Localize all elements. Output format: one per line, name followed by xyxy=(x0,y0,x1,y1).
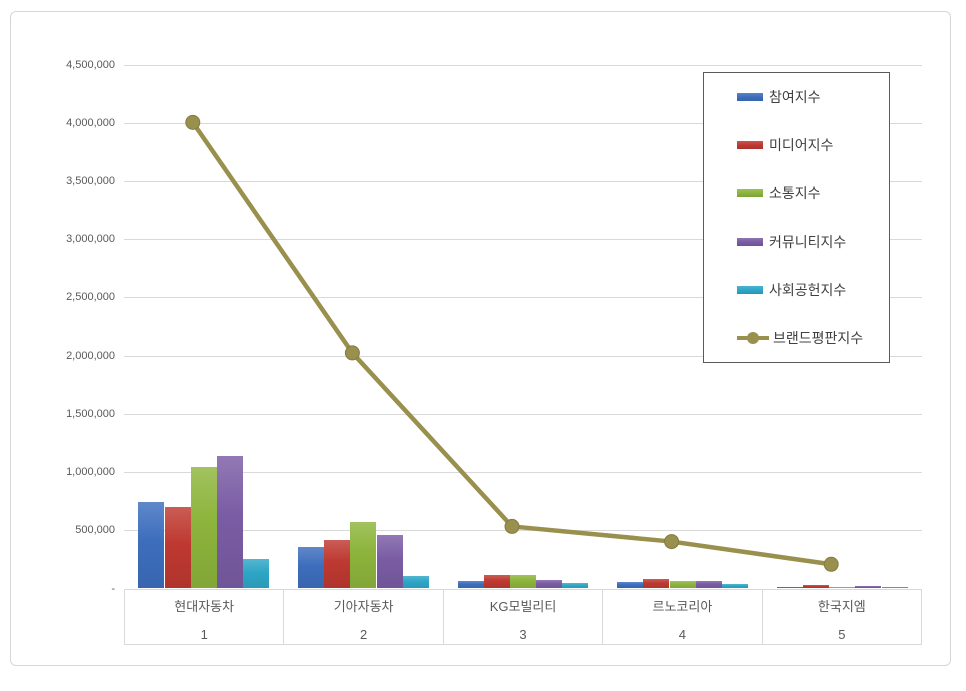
category-cell: 현대자동차 1 xyxy=(125,590,283,644)
category-rank: 5 xyxy=(838,626,846,642)
bar-1 xyxy=(324,540,351,589)
bar-3 xyxy=(376,534,403,589)
bar-2 xyxy=(190,467,217,589)
gridline xyxy=(124,588,922,590)
category-rank: 1 xyxy=(200,626,208,642)
legend-item-label: 소통지수 xyxy=(769,185,821,202)
bar-1 xyxy=(802,585,830,589)
bar-0 xyxy=(297,546,325,589)
y-axis-tick-label: 2,000,000 xyxy=(66,349,115,362)
category-cell: 기아자동차 2 xyxy=(283,589,442,644)
legend-item: 미디어지수 xyxy=(704,121,889,169)
legend-item: 참여지수 xyxy=(704,73,889,121)
legend-item-label: 참여지수 xyxy=(769,89,821,106)
category-label: KG모빌리티 xyxy=(489,598,557,614)
bar-4 xyxy=(562,582,589,589)
legend-item: 사회공헌지수 xyxy=(704,266,889,314)
bar-3 xyxy=(536,579,563,589)
legend-marker-icon xyxy=(747,331,759,344)
category-rank: 3 xyxy=(519,626,527,642)
bar-0 xyxy=(617,582,644,589)
gridline xyxy=(124,530,922,532)
gridline xyxy=(124,413,922,415)
y-axis-tick-label: 1,000,000 xyxy=(66,466,115,479)
y-axis-tick-label: 3,000,000 xyxy=(66,233,115,246)
bar-1 xyxy=(643,579,670,589)
legend-bar-swatch-icon xyxy=(737,189,763,198)
bar-4 xyxy=(243,559,270,589)
bar-2 xyxy=(829,586,856,589)
legend-bar-swatch-icon xyxy=(737,93,763,102)
gridline xyxy=(124,64,922,66)
legend-bar-swatch-icon xyxy=(737,237,763,246)
bar-1 xyxy=(483,574,510,589)
bar-4 xyxy=(881,587,908,589)
bar-0 xyxy=(457,581,484,589)
legend-item: 소통지수 xyxy=(704,169,889,217)
bar-2 xyxy=(350,522,377,589)
legend-item-label: 커뮤니티지수 xyxy=(769,233,847,250)
legend-item-label: 미디어지수 xyxy=(769,137,834,154)
y-axis-tick-label: 1,500,000 xyxy=(66,407,115,420)
y-axis-tick-label: 4,500,000 xyxy=(66,58,115,71)
y-axis-tick-label: 2,500,000 xyxy=(66,291,115,304)
bar-3 xyxy=(216,455,244,589)
category-rank: 4 xyxy=(678,626,687,642)
category-label: 현대자동차 xyxy=(174,598,235,614)
bar-2 xyxy=(509,575,537,589)
bar-2 xyxy=(669,580,696,589)
bar-3 xyxy=(855,585,882,589)
category-cell: KG모빌리티 3 xyxy=(442,589,602,644)
bar-4 xyxy=(721,583,749,589)
y-axis-tick-label: - xyxy=(111,582,115,595)
y-axis-tick-label: 4,000,000 xyxy=(66,116,115,129)
y-axis-tick-label: 3,500,000 xyxy=(66,174,115,187)
category-label: 기아자동차 xyxy=(333,598,394,614)
legend-bar-swatch-icon xyxy=(737,141,763,150)
category-cell: 한국지엠 5 xyxy=(761,589,921,644)
category-label: 한국지엠 xyxy=(817,598,866,614)
category-cell: 르노코리아 4 xyxy=(602,589,761,644)
bar-3 xyxy=(695,580,722,589)
legend-item: 브랜드평판지수 xyxy=(704,314,889,362)
x-axis-label-table: 현대자동차 1 기아자동차 2 KG모빌리티 3 르노코리아 4 한국지엠 5 xyxy=(124,588,922,645)
bar-4 xyxy=(402,575,429,589)
bar-0 xyxy=(138,502,165,589)
legend-item-label: 사회공헌지수 xyxy=(769,281,847,298)
legend-bar-swatch-icon xyxy=(737,285,763,294)
legend-item: 커뮤니티지수 xyxy=(704,218,889,266)
legend-item-label: 브랜드평판지수 xyxy=(773,329,864,346)
category-rank: 2 xyxy=(359,626,368,642)
bar-1 xyxy=(164,506,191,589)
gridline xyxy=(124,472,922,474)
category-label: 르노코리아 xyxy=(652,598,713,614)
legend-line-swatch-icon xyxy=(737,331,769,344)
y-axis-tick-label: 500,000 xyxy=(75,524,115,537)
bar-0 xyxy=(776,587,803,589)
